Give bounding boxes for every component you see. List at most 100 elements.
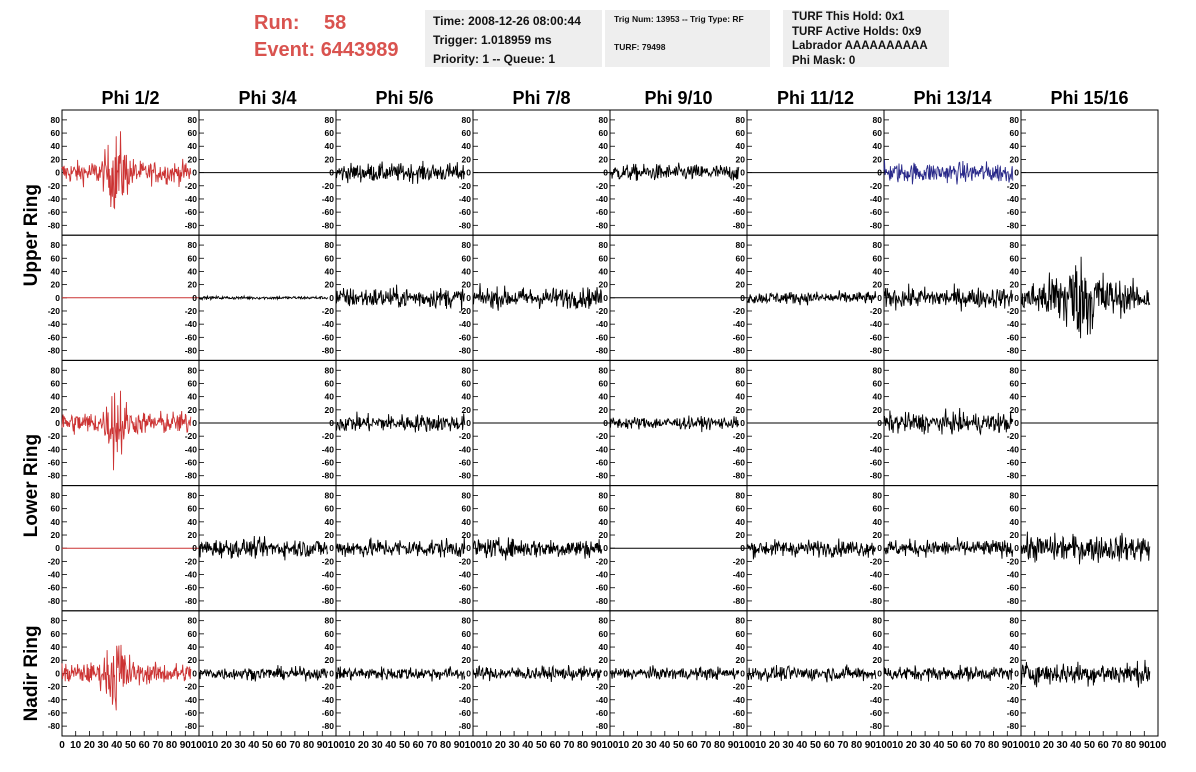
waveform-r0-c2 <box>335 160 466 185</box>
x-tick-label: 40 <box>659 740 671 751</box>
x-tick-label: 60 <box>413 740 425 751</box>
waveform-r4-c2 <box>335 666 466 682</box>
y-tick-label: 60 <box>873 128 883 138</box>
waveform-r3-c7 <box>1020 531 1151 565</box>
y-tick-label: 40 <box>873 642 883 652</box>
y-tick-label: -60 <box>459 708 472 718</box>
x-tick-label: 100 <box>602 740 619 751</box>
y-tick-label: -40 <box>733 194 746 204</box>
y-tick-label: 40 <box>188 266 198 276</box>
y-tick-label: -20 <box>322 306 335 316</box>
y-tick-label: -20 <box>870 306 883 316</box>
x-tick-label: 70 <box>563 740 575 751</box>
y-tick-label: 60 <box>873 504 883 514</box>
y-tick-label: 0 <box>466 293 471 303</box>
y-tick-label: -80 <box>870 220 883 230</box>
y-tick-label: 20 <box>736 280 746 290</box>
y-tick-label: 20 <box>873 154 883 164</box>
x-tick-label: 90 <box>1002 740 1014 751</box>
y-tick-label: 20 <box>188 280 198 290</box>
y-tick-label: -80 <box>322 471 335 481</box>
y-tick-label: 60 <box>188 253 198 263</box>
y-tick-label: 0 <box>192 418 197 428</box>
time-info-box: Time: 2008-12-26 08:00:44 Trigger: 1.018… <box>425 10 602 67</box>
y-tick-label: -80 <box>733 471 746 481</box>
y-tick-label: 40 <box>599 517 609 527</box>
y-tick-label: 0 <box>877 293 882 303</box>
y-tick-label: 80 <box>462 115 472 125</box>
turf-info-box: TURF This Hold: 0x1 TURF Active Holds: 0… <box>783 10 949 67</box>
y-tick-label: -20 <box>596 682 609 692</box>
y-tick-label: 20 <box>1010 655 1020 665</box>
y-tick-label: 0 <box>740 168 745 178</box>
y-tick-label: 20 <box>599 530 609 540</box>
x-tick-label: 50 <box>536 740 548 751</box>
y-tick-label: -40 <box>322 194 335 204</box>
column-title-8: Phi 15/16 <box>1050 88 1128 108</box>
y-tick-label: -40 <box>459 319 472 329</box>
y-tick-label: -60 <box>185 583 198 593</box>
y-tick-label: -80 <box>322 220 335 230</box>
waveform-r4-c5 <box>746 664 877 683</box>
x-tick-label: 80 <box>440 740 452 751</box>
y-tick-label: 40 <box>51 266 61 276</box>
x-tick-label: 20 <box>358 740 370 751</box>
y-tick-label: -40 <box>48 194 61 204</box>
y-tick-label: 40 <box>325 141 335 151</box>
x-tick-label: 80 <box>166 740 178 751</box>
x-tick-label: 50 <box>810 740 822 751</box>
y-tick-label: -80 <box>596 721 609 731</box>
y-tick-label: -80 <box>870 596 883 606</box>
y-tick-label: -60 <box>322 458 335 468</box>
y-tick-label: 0 <box>740 418 745 428</box>
y-tick-label: 60 <box>188 504 198 514</box>
y-tick-label: 80 <box>736 365 746 375</box>
y-tick-label: -80 <box>596 220 609 230</box>
y-tick-label: 0 <box>603 543 608 553</box>
y-tick-label: 0 <box>329 418 334 428</box>
waveform-r2-c2 <box>335 411 466 433</box>
x-tick-label: 50 <box>947 740 959 751</box>
y-tick-label: 60 <box>51 504 61 514</box>
y-tick-label: 60 <box>325 504 335 514</box>
waveform-r1-c1 <box>198 294 329 302</box>
y-tick-label: -80 <box>185 721 198 731</box>
y-tick-label: 80 <box>1010 115 1020 125</box>
y-tick-label: 20 <box>599 655 609 665</box>
y-tick-label: -40 <box>596 570 609 580</box>
y-tick-label: -20 <box>1007 306 1020 316</box>
y-tick-label: 80 <box>599 490 609 500</box>
y-tick-label: 60 <box>51 378 61 388</box>
y-tick-label: -20 <box>322 181 335 191</box>
y-tick-label: -80 <box>1007 220 1020 230</box>
y-tick-label: 60 <box>462 378 472 388</box>
y-tick-label: 80 <box>188 240 198 250</box>
y-tick-label: 0 <box>740 293 745 303</box>
y-tick-label: -80 <box>1007 471 1020 481</box>
y-tick-label: -80 <box>733 346 746 356</box>
ring-label-3: Nadir Ring <box>21 625 42 721</box>
y-tick-label: 0 <box>603 418 608 428</box>
y-tick-label: 0 <box>466 543 471 553</box>
run-info: Run: 58 Event: 6443989 <box>254 10 399 64</box>
y-tick-label: 80 <box>51 240 61 250</box>
column-title-2: Phi 3/4 <box>238 88 296 108</box>
y-tick-label: 20 <box>462 280 472 290</box>
y-tick-label: 60 <box>599 629 609 639</box>
y-tick-label: 80 <box>599 365 609 375</box>
y-tick-label: -40 <box>185 695 198 705</box>
y-tick-label: -40 <box>1007 444 1020 454</box>
y-tick-label: -60 <box>733 332 746 342</box>
x-tick-label: 100 <box>191 740 208 751</box>
y-tick-label: 20 <box>51 280 61 290</box>
y-tick-label: -60 <box>1007 583 1020 593</box>
y-tick-label: -40 <box>322 570 335 580</box>
y-tick-label: 20 <box>51 530 61 540</box>
y-tick-label: -60 <box>870 207 883 217</box>
y-tick-label: 80 <box>599 115 609 125</box>
y-tick-label: -80 <box>48 220 61 230</box>
y-tick-label: -80 <box>870 721 883 731</box>
y-tick-label: 40 <box>736 642 746 652</box>
y-tick-label: -60 <box>596 458 609 468</box>
